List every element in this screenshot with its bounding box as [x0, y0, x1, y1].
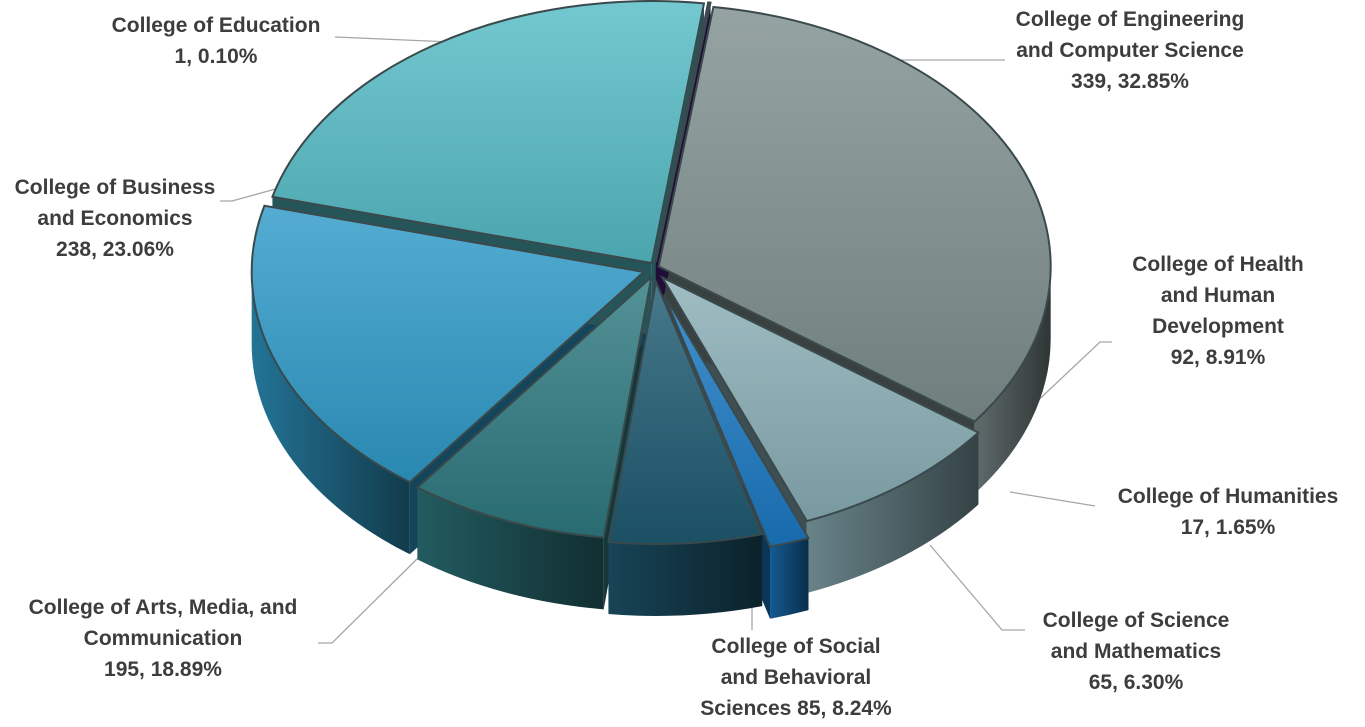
slice-name-label: College of Science [1042, 609, 1230, 632]
slice-name-label: and Computer Science [1016, 39, 1244, 62]
slice-name-label: College of Health [1132, 253, 1304, 276]
leader-line [1009, 491, 1096, 507]
slice-label: College of Engineering and Computer Scien… [1016, 4, 1245, 97]
leader-line [929, 544, 1025, 631]
leader-line [1029, 341, 1112, 409]
slice-name-label: College of Humanities [1117, 485, 1339, 508]
slice-name-label: and Mathematics [1050, 640, 1222, 663]
slice-value-label: 1, 0.10% [174, 45, 258, 68]
slice-value-label: 339, 32.85% [1071, 70, 1189, 93]
slice-name-label: Development [1152, 315, 1284, 338]
slice-side [251, 271, 410, 555]
slice-side [417, 487, 604, 610]
slice-label: College of Social and Behavioral Sciences … [700, 631, 891, 724]
slice-value-label: 195, 18.89% [104, 658, 222, 681]
slice-college-of-humanities [663, 294, 810, 548]
slice-college-of-social-and-behavioral-sciences [415, 274, 653, 539]
slice-name-label: College of Arts, Media, and [28, 596, 298, 619]
slice-label: College of Arts, Media, and Communication… [29, 592, 298, 685]
slice-name-label: College of Social [711, 635, 881, 658]
slice-name-label: and Human [1160, 284, 1276, 307]
slice-name-label: and Economics [37, 207, 193, 230]
slice-value-label: 17, 1.65% [1180, 516, 1276, 539]
leader-line [334, 36, 453, 43]
slice-label: College of Education 1, 0.10% [112, 10, 321, 72]
slice-name-label: College of Business [14, 176, 216, 199]
slice-college-of-engineering-and-computer-science [657, 5, 1052, 423]
slice-name-label: College of Engineering [1015, 8, 1245, 31]
slice-value-label: Sciences 85, 8.24% [700, 697, 892, 720]
slice-name-label: College of Education [111, 14, 321, 37]
slice-value-label: 92, 8.91% [1170, 346, 1266, 369]
slice-college-of-science-and-mathematics [607, 278, 764, 545]
pie-tops [250, 0, 1052, 548]
slice-college-of-education [654, 1, 712, 263]
slice-college-of-business-and-economics [271, 0, 706, 265]
slice-label: College of Science and Mathematics 65, 6.3… [1043, 605, 1230, 698]
slice-name-label: Communication [83, 627, 243, 650]
slice-college-of-arts-media-and-communication [250, 204, 646, 484]
slice-side [806, 432, 979, 594]
leader-line [220, 184, 291, 202]
slice-value-label: 65, 6.30% [1088, 671, 1184, 694]
slice-side [770, 538, 809, 619]
slice-side [608, 534, 763, 616]
slice-college-of-health-and-human-development [659, 275, 981, 523]
leader-line [318, 555, 421, 644]
slice-label: College of Humanities 17, 1.65% [1118, 481, 1339, 543]
slice-name-label: and Behavioral [720, 666, 872, 689]
slice-label: College of Business and Economics 238, 23.… [15, 172, 216, 265]
slice-value-label: 238, 23.06% [56, 238, 174, 261]
slice-label: College of Health and Human Development 92,… [1132, 249, 1304, 373]
